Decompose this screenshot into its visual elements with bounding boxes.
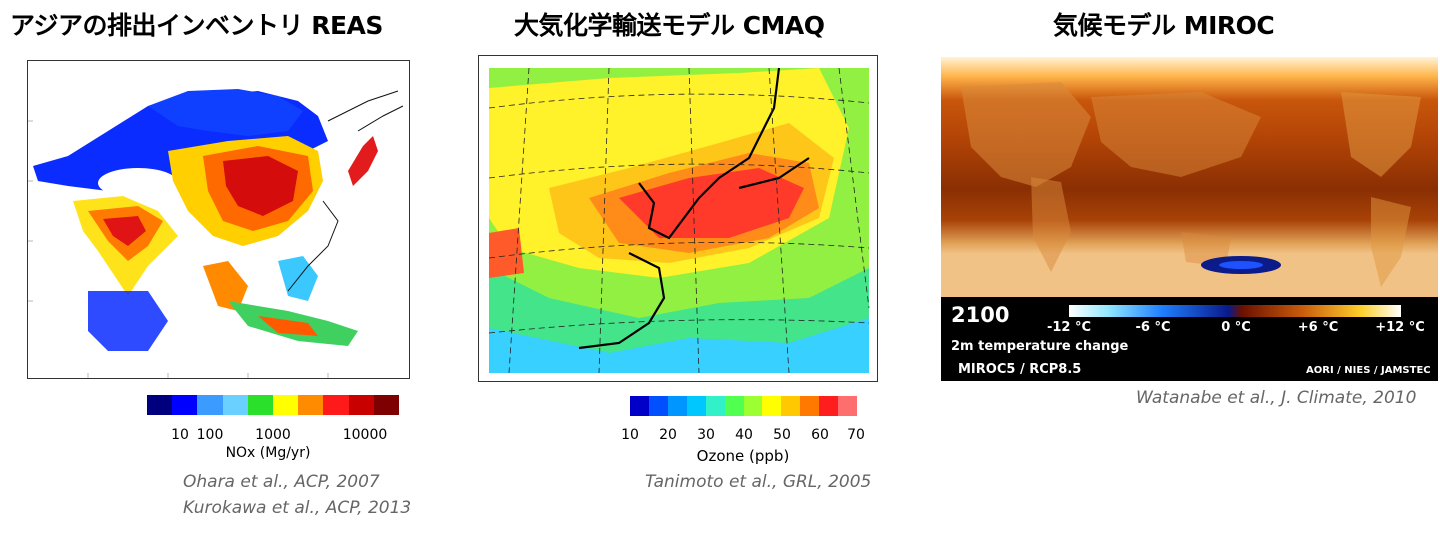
cmaq-colorbar — [630, 396, 858, 416]
cmaq-colorbar-segment — [819, 396, 839, 416]
miroc-title: 気候モデル MIROC — [1053, 11, 1275, 40]
miroc-credit-label: AORI / NIES / JAMSTEC — [1306, 365, 1431, 376]
reas-colorbar-unit: NOx (Mg/yr) — [225, 445, 311, 461]
reas-colorbar-segment — [298, 395, 324, 415]
reas-colorbar — [147, 395, 400, 415]
miroc-citation: Watanabe et al., J. Climate, 2010 — [1136, 388, 1417, 408]
cmaq-colorbar-segment — [781, 396, 801, 416]
reas-title: アジアの排出インベントリ REAS — [10, 11, 383, 40]
cmaq-citation-1: Tanimoto et al., GRL, 2005 — [645, 472, 872, 492]
miroc-scenario-label: MIROC5 / RCP8.5 — [958, 362, 1082, 377]
reas-colorbar-segment — [373, 395, 400, 415]
cmaq-colorbar-segment — [648, 396, 668, 416]
reas-tick-1000: 1000 — [255, 427, 291, 443]
cmaq-colorbar-segment — [630, 396, 649, 416]
cmaq-ozone-map — [478, 55, 878, 382]
cmaq-colorbar-segment — [838, 396, 858, 416]
cmaq-colorbar-unit: Ozone (ppb) — [696, 447, 790, 465]
cmaq-colorbar-segment — [762, 396, 782, 416]
reas-colorbar-segment — [273, 395, 299, 415]
miroc-temperature-map — [941, 57, 1438, 381]
miroc-tick-minus6: -6 °C — [1135, 320, 1171, 335]
reas-colorbar-segment — [197, 395, 223, 415]
reas-colorbar-segment — [348, 395, 374, 415]
cmaq-colorbar-segment — [743, 396, 763, 416]
miroc-tick-0: 0 °C — [1221, 320, 1251, 335]
cmaq-tick-60: 60 — [811, 427, 829, 443]
reas-colorbar-segment — [172, 395, 198, 415]
reas-colorbar-segment — [247, 395, 274, 415]
miroc-tick-plus12: +12 °C — [1375, 320, 1425, 335]
cmaq-tick-70: 70 — [847, 427, 865, 443]
reas-colorbar-segment — [323, 395, 349, 415]
cmaq-tick-40: 40 — [735, 427, 753, 443]
reas-emission-map — [27, 60, 410, 379]
reas-tick-100: 100 — [196, 427, 224, 443]
cmaq-colorbar-segment — [724, 396, 744, 416]
cmaq-tick-10: 10 — [621, 427, 639, 443]
miroc-year-label: 2100 — [951, 303, 1010, 327]
cmaq-title: 大気化学輸送モデル CMAQ — [514, 11, 825, 40]
miroc-variable-label: 2m temperature change — [951, 339, 1129, 354]
cmaq-tick-20: 20 — [659, 427, 677, 443]
reas-citation-2: Kurokawa et al., ACP, 2013 — [183, 498, 412, 518]
reas-citation-1: Ohara et al., ACP, 2007 — [183, 472, 380, 492]
cmaq-tick-30: 30 — [697, 427, 715, 443]
cmaq-colorbar-segment — [667, 396, 687, 416]
miroc-tick-minus12: -12 °C — [1046, 320, 1092, 335]
reas-tick-10000: 10000 — [342, 427, 388, 443]
cmaq-tick-50: 50 — [773, 427, 791, 443]
miroc-tick-plus6: +6 °C — [1297, 320, 1339, 335]
reas-tick-10: 10 — [171, 427, 189, 443]
cmaq-colorbar-segment — [800, 396, 820, 416]
cmaq-colorbar-segment — [686, 396, 706, 416]
reas-colorbar-segment — [147, 395, 173, 415]
reas-colorbar-segment — [222, 395, 248, 415]
cmaq-colorbar-segment — [705, 396, 725, 416]
